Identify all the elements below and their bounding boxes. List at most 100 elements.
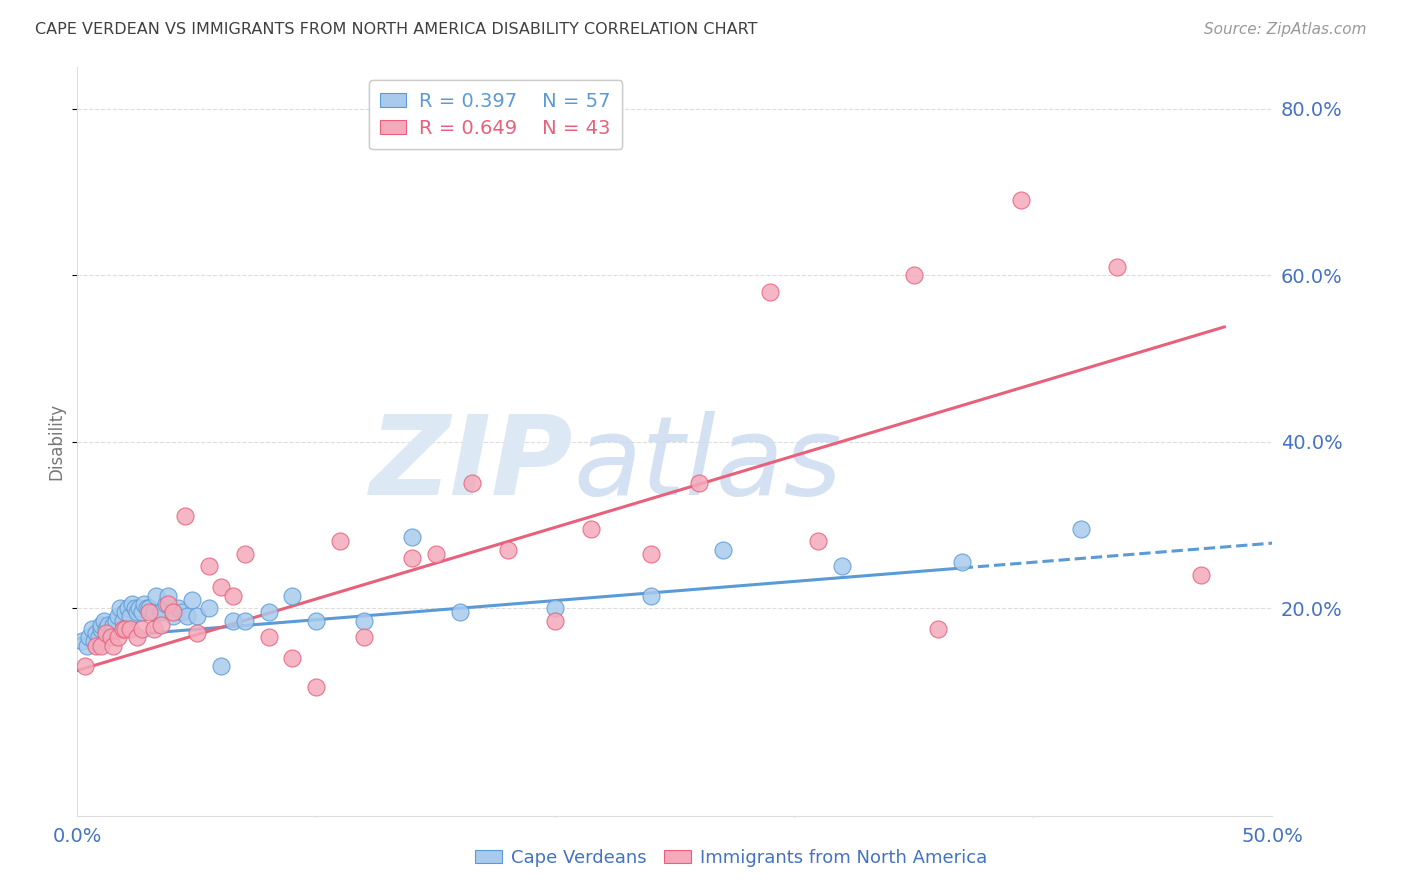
Point — [128, 601, 150, 615]
Point — [127, 630, 149, 644]
Point — [353, 614, 375, 628]
Point — [831, 559, 853, 574]
Point — [425, 547, 447, 561]
Point — [640, 547, 662, 561]
Point — [118, 609, 141, 624]
Point — [94, 622, 117, 636]
Point — [121, 597, 143, 611]
Point — [186, 609, 208, 624]
Point — [79, 630, 101, 644]
Point — [186, 626, 208, 640]
Point — [131, 605, 153, 619]
Point — [711, 542, 734, 557]
Point — [927, 622, 949, 636]
Point — [76, 639, 98, 653]
Point — [100, 630, 122, 644]
Point — [640, 589, 662, 603]
Legend: R = 0.397    N = 57, R = 0.649    N = 43: R = 0.397 N = 57, R = 0.649 N = 43 — [368, 80, 623, 150]
Point — [157, 597, 180, 611]
Text: atlas: atlas — [574, 410, 842, 517]
Point — [544, 601, 567, 615]
Point — [107, 609, 129, 624]
Point — [138, 601, 160, 615]
Point — [257, 630, 280, 644]
Point — [94, 626, 117, 640]
Point — [222, 589, 245, 603]
Point — [138, 605, 160, 619]
Point — [281, 651, 304, 665]
Point — [111, 622, 134, 636]
Point — [1011, 193, 1033, 207]
Point — [70, 634, 93, 648]
Point — [209, 659, 232, 673]
Point — [114, 605, 136, 619]
Point — [544, 614, 567, 628]
Y-axis label: Disability: Disability — [48, 403, 66, 480]
Point — [90, 617, 112, 632]
Point — [86, 626, 108, 640]
Point — [107, 630, 129, 644]
Point — [90, 622, 112, 636]
Point — [233, 547, 256, 561]
Point — [97, 617, 120, 632]
Point — [807, 534, 830, 549]
Point — [124, 601, 146, 615]
Point — [103, 639, 124, 653]
Point — [135, 601, 157, 615]
Point — [157, 589, 180, 603]
Point — [150, 617, 173, 632]
Point — [176, 609, 198, 624]
Point — [155, 597, 177, 611]
Point — [496, 542, 519, 557]
Point — [87, 630, 110, 644]
Point — [174, 509, 197, 524]
Point — [281, 589, 304, 603]
Point — [305, 614, 328, 628]
Point — [110, 601, 132, 615]
Point — [305, 680, 328, 694]
Point — [100, 626, 122, 640]
Point — [1107, 260, 1129, 274]
Point — [83, 634, 105, 648]
Legend: Cape Verdeans, Immigrants from North America: Cape Verdeans, Immigrants from North Ame… — [467, 842, 995, 874]
Text: ZIP: ZIP — [370, 410, 574, 517]
Point — [257, 605, 280, 619]
Text: CAPE VERDEAN VS IMMIGRANTS FROM NORTH AMERICA DISABILITY CORRELATION CHART: CAPE VERDEAN VS IMMIGRANTS FROM NORTH AM… — [35, 22, 758, 37]
Point — [142, 605, 165, 619]
Point — [131, 622, 153, 636]
Point — [162, 605, 184, 619]
Point — [93, 614, 115, 628]
Point — [581, 522, 603, 536]
Point — [181, 592, 204, 607]
Point — [1070, 522, 1092, 536]
Point — [134, 597, 156, 611]
Point — [903, 268, 925, 282]
Point — [353, 630, 375, 644]
Point — [80, 622, 103, 636]
Point — [86, 639, 108, 653]
Point — [117, 601, 139, 615]
Point — [73, 659, 96, 673]
Point — [197, 601, 219, 615]
Point — [111, 614, 134, 628]
Point — [103, 622, 124, 636]
Point — [166, 601, 188, 615]
Point — [118, 622, 141, 636]
Point — [329, 534, 352, 549]
Point — [449, 605, 471, 619]
Point — [145, 589, 167, 603]
Point — [233, 614, 256, 628]
Point — [401, 551, 423, 566]
Point — [90, 639, 112, 653]
Point — [950, 555, 973, 569]
Point — [197, 559, 219, 574]
Point — [1189, 567, 1212, 582]
Point — [222, 614, 245, 628]
Point — [142, 622, 165, 636]
Point — [461, 476, 484, 491]
Point — [103, 617, 124, 632]
Point — [401, 530, 423, 544]
Point — [209, 580, 232, 594]
Point — [104, 614, 127, 628]
Point — [162, 609, 184, 624]
